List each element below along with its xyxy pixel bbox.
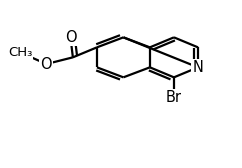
Text: CH₃: CH₃ <box>8 46 32 59</box>
Text: N: N <box>193 60 204 75</box>
Text: Br: Br <box>166 90 182 105</box>
Text: O: O <box>41 56 52 72</box>
Text: O: O <box>65 30 76 45</box>
